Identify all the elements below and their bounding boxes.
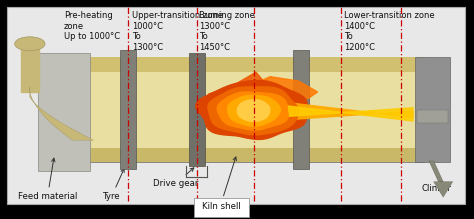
Text: Kiln shell: Kiln shell xyxy=(202,202,241,212)
FancyBboxPatch shape xyxy=(194,198,249,217)
Polygon shape xyxy=(217,92,288,130)
FancyBboxPatch shape xyxy=(83,57,424,162)
Text: Burning zone
1300°C
To
1450°C: Burning zone 1300°C To 1450°C xyxy=(199,11,255,52)
Polygon shape xyxy=(223,123,275,138)
Polygon shape xyxy=(237,100,270,122)
Polygon shape xyxy=(429,161,443,182)
Text: Feed material: Feed material xyxy=(18,158,77,201)
Polygon shape xyxy=(434,182,453,197)
Text: Upper-transition zone
1000°C
To
1300°C: Upper-transition zone 1000°C To 1300°C xyxy=(132,11,223,52)
Text: Kiln shell: Kiln shell xyxy=(201,157,240,210)
Polygon shape xyxy=(246,77,318,99)
Text: Tyre: Tyre xyxy=(102,169,124,201)
Polygon shape xyxy=(228,95,281,126)
Polygon shape xyxy=(208,87,299,135)
FancyBboxPatch shape xyxy=(38,53,90,171)
FancyBboxPatch shape xyxy=(7,7,465,204)
Text: Pre-heating
zone
Up to 1000°C: Pre-heating zone Up to 1000°C xyxy=(64,11,120,41)
Text: Drive gear: Drive gear xyxy=(153,168,198,188)
FancyBboxPatch shape xyxy=(417,110,448,123)
Polygon shape xyxy=(30,87,93,140)
Polygon shape xyxy=(209,72,265,94)
FancyBboxPatch shape xyxy=(83,57,424,72)
FancyBboxPatch shape xyxy=(83,148,424,162)
FancyBboxPatch shape xyxy=(293,50,309,169)
FancyBboxPatch shape xyxy=(120,50,136,169)
Text: Clinker: Clinker xyxy=(421,181,451,193)
FancyBboxPatch shape xyxy=(83,72,424,148)
Text: Lower-transition zone
1400°C
To
1200°C: Lower-transition zone 1400°C To 1200°C xyxy=(344,11,434,52)
FancyBboxPatch shape xyxy=(189,53,205,166)
Polygon shape xyxy=(196,80,307,140)
Circle shape xyxy=(15,37,45,51)
FancyBboxPatch shape xyxy=(415,57,450,162)
